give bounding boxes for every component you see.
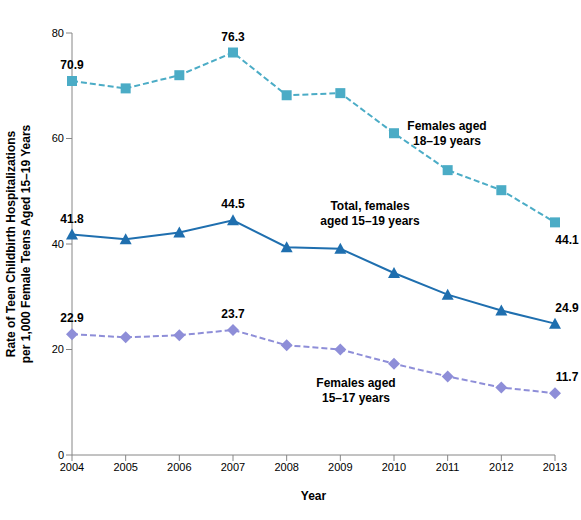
svg-text:44.1: 44.1 <box>555 233 573 247</box>
svg-text:41.8: 41.8 <box>60 212 84 226</box>
svg-text:2009: 2009 <box>328 461 352 473</box>
svg-text:0: 0 <box>58 449 64 461</box>
svg-text:23.7: 23.7 <box>221 307 245 321</box>
svg-text:2013: 2013 <box>543 461 567 473</box>
svg-text:76.3: 76.3 <box>221 30 245 44</box>
svg-text:2012: 2012 <box>489 461 513 473</box>
svg-text:Rate of Teen Childbirth Hospit: Rate of Teen Childbirth Hospitalizations… <box>8 124 33 363</box>
svg-text:80: 80 <box>52 27 64 39</box>
svg-text:Females aged15–17 years: Females aged15–17 years <box>316 376 395 405</box>
svg-text:2004: 2004 <box>60 461 84 473</box>
svg-text:44.5: 44.5 <box>221 197 245 211</box>
svg-text:2005: 2005 <box>113 461 137 473</box>
svg-text:70.9: 70.9 <box>60 58 84 72</box>
svg-text:Females aged18–19 years: Females aged18–19 years <box>407 119 486 148</box>
svg-text:2008: 2008 <box>274 461 298 473</box>
svg-text:2010: 2010 <box>382 461 406 473</box>
svg-text:20: 20 <box>52 343 64 355</box>
svg-text:24.9: 24.9 <box>555 301 573 315</box>
svg-text:Total, femalesaged 15–19 years: Total, femalesaged 15–19 years <box>320 199 420 228</box>
svg-text:Year: Year <box>301 489 327 503</box>
svg-text:11.7: 11.7 <box>556 370 573 384</box>
svg-text:22.9: 22.9 <box>60 311 84 325</box>
svg-text:40: 40 <box>52 238 64 250</box>
svg-text:2006: 2006 <box>167 461 191 473</box>
svg-text:60: 60 <box>52 132 64 144</box>
svg-text:2007: 2007 <box>221 461 245 473</box>
svg-text:2011: 2011 <box>436 461 460 473</box>
